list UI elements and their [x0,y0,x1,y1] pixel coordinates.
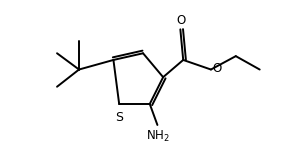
Text: S: S [115,111,123,124]
Text: O: O [213,62,222,75]
Text: NH$_2$: NH$_2$ [147,129,170,144]
Text: O: O [177,14,186,26]
